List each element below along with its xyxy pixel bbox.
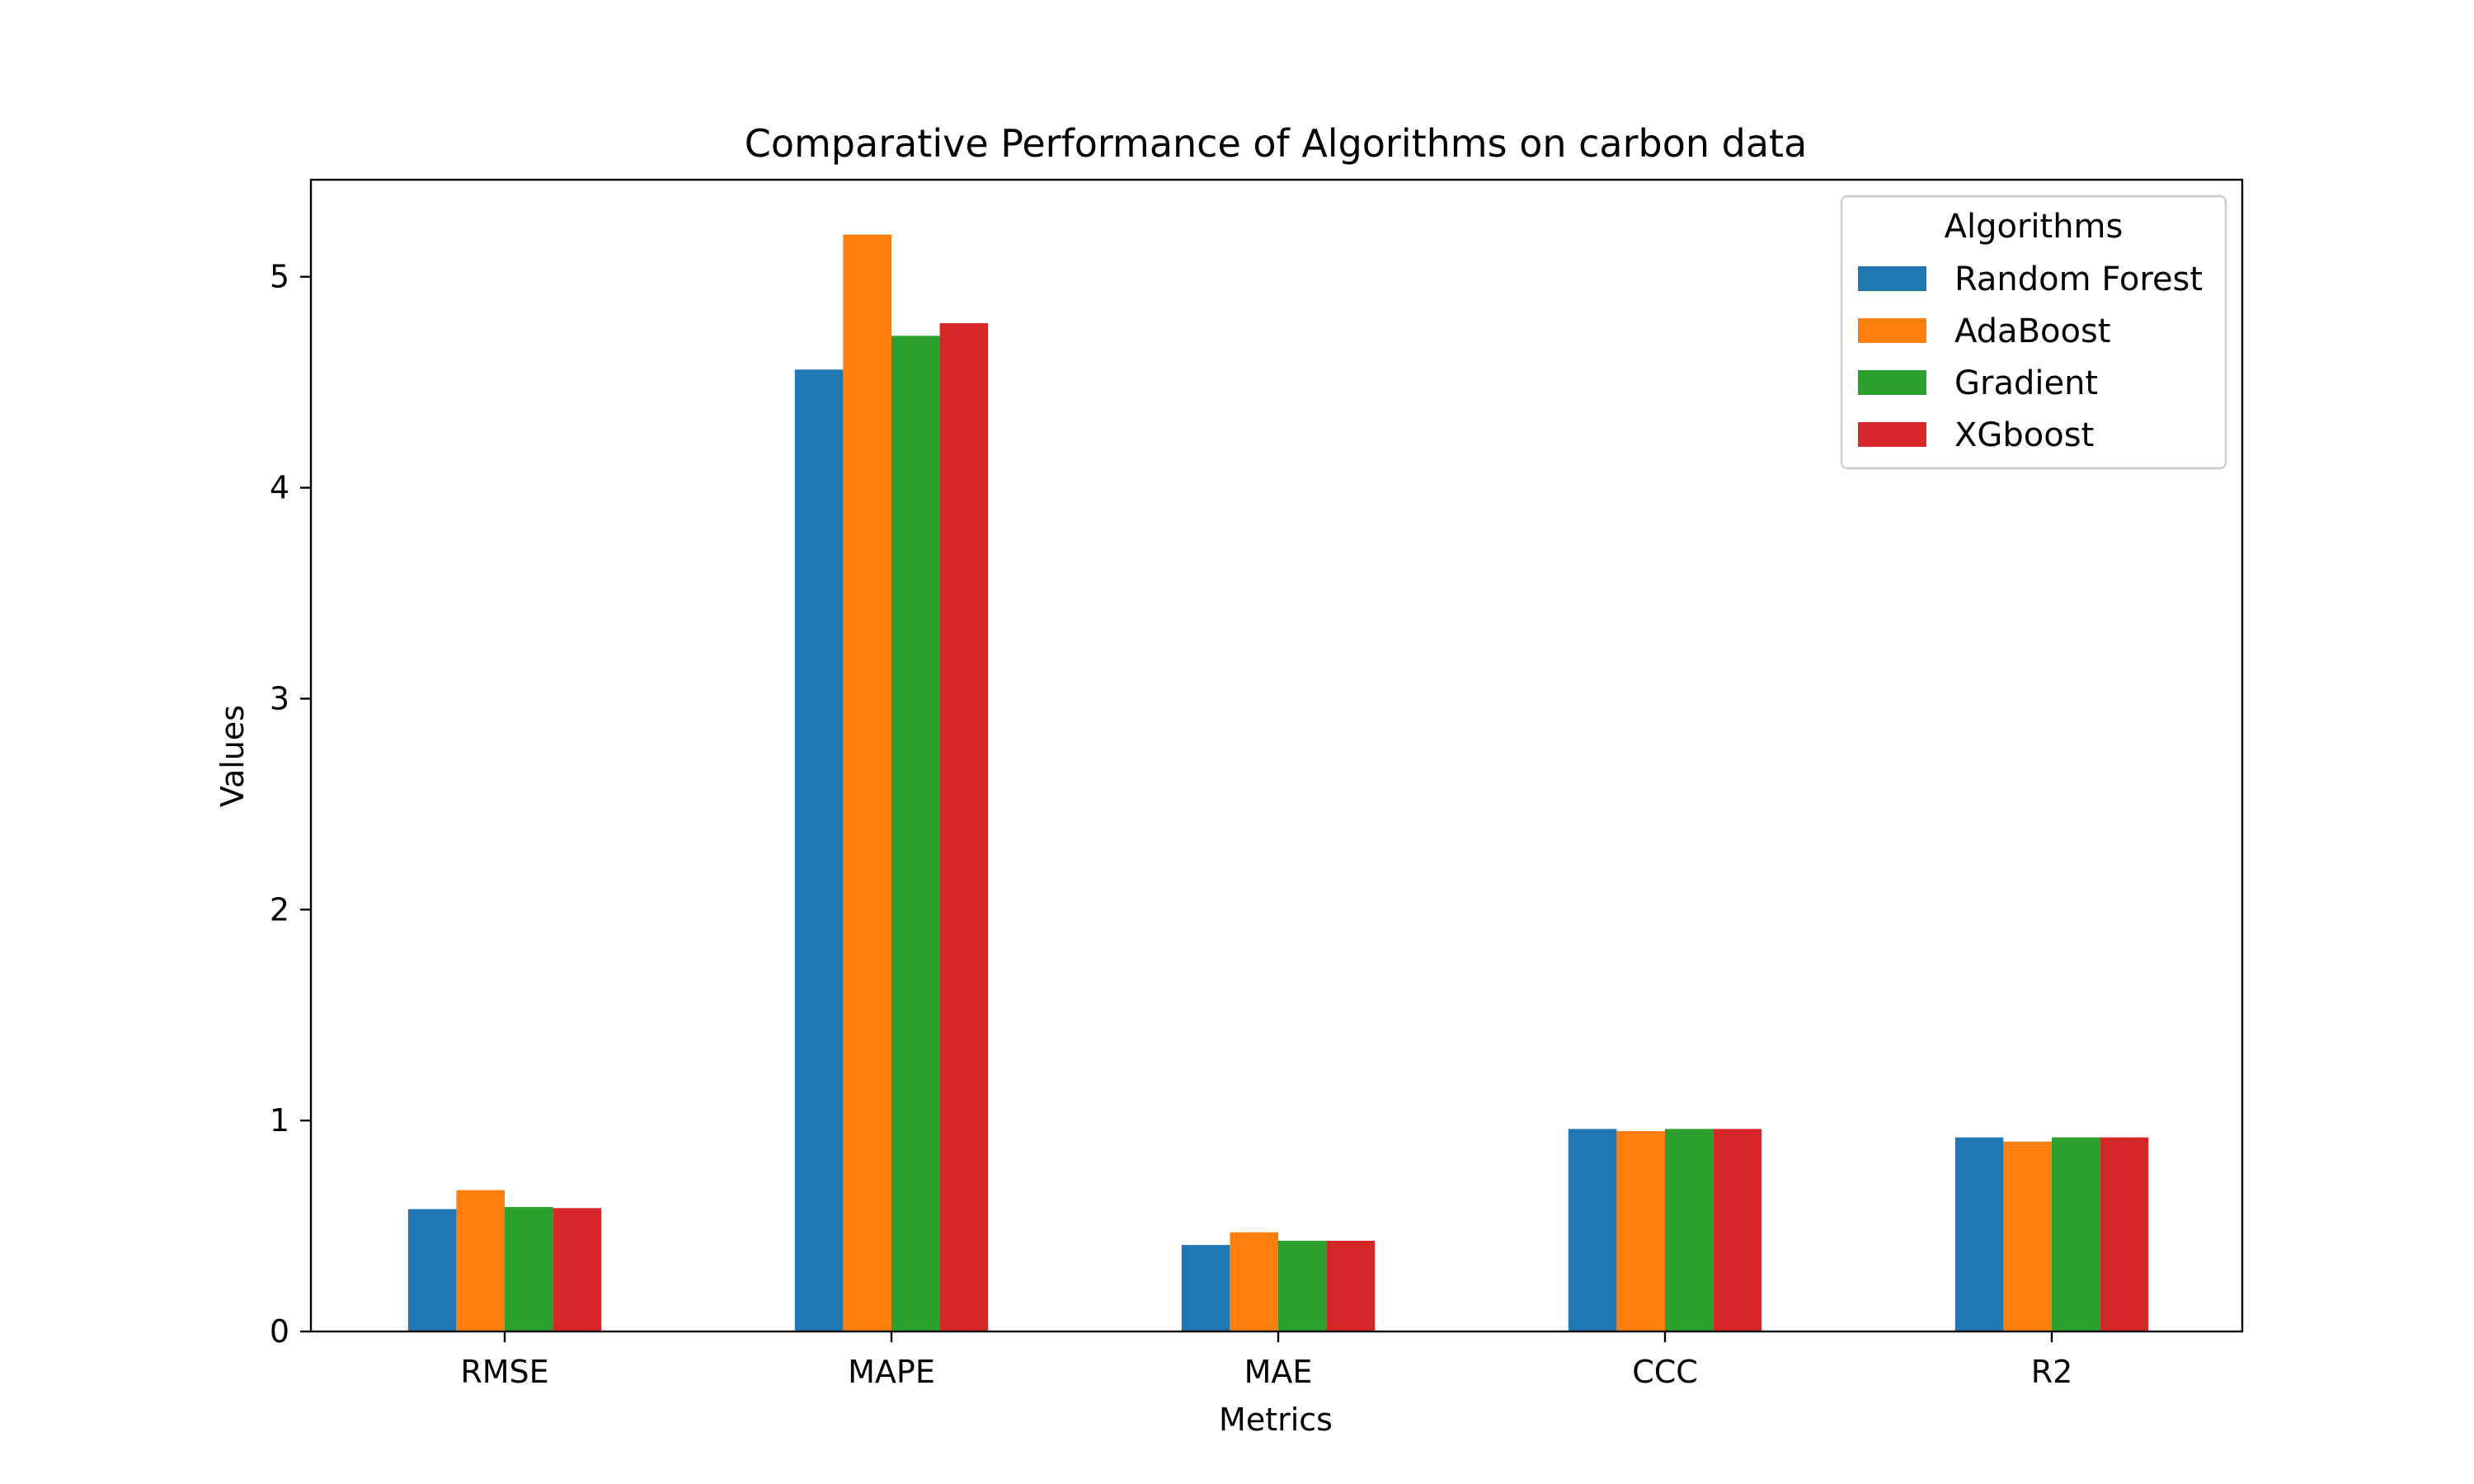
bar-xgboost-r2 xyxy=(2100,1137,2149,1331)
y-tick-label: 0 xyxy=(270,1313,289,1350)
legend-swatch-gradient xyxy=(1858,370,1926,395)
legend-swatch-xgboost xyxy=(1858,422,1926,447)
legend-swatch-adaboost xyxy=(1858,318,1926,343)
bar-random-forest-ccc xyxy=(1568,1129,1617,1331)
bar-xgboost-mape xyxy=(939,322,989,1331)
y-tick-label: 3 xyxy=(270,680,289,716)
y-axis-label: Values xyxy=(214,705,251,807)
legend-box xyxy=(1840,195,2227,470)
bar-gradient-rmse xyxy=(505,1207,553,1331)
bar-random-forest-mape xyxy=(794,369,844,1332)
bar-xgboost-rmse xyxy=(553,1208,602,1331)
x-tick-label-mae: MAE xyxy=(1244,1354,1313,1390)
bar-gradient-r2 xyxy=(2052,1137,2100,1331)
bar-xgboost-ccc xyxy=(1713,1129,1762,1331)
bar-gradient-mae xyxy=(1278,1240,1327,1331)
legend-label-xgboost: XGboost xyxy=(1954,416,2094,454)
x-tick-label-rmse: RMSE xyxy=(460,1354,548,1390)
bar-random-forest-rmse xyxy=(407,1209,457,1331)
bar-adaboost-r2 xyxy=(2003,1141,2052,1331)
x-axis-label: Metrics xyxy=(1219,1402,1333,1438)
legend-swatch-random-forest xyxy=(1858,266,1926,291)
y-tick-label: 4 xyxy=(270,470,289,506)
bar-random-forest-mae xyxy=(1181,1245,1230,1331)
y-tick-label: 5 xyxy=(270,259,289,295)
x-axis-ticks: RMSE MAPE MAE CCC R2 xyxy=(460,1331,2072,1390)
bar-xgboost-mae xyxy=(1326,1240,1376,1331)
bar-random-forest-r2 xyxy=(1954,1137,2004,1331)
y-tick-label: 2 xyxy=(270,891,289,928)
legend-label-random-forest: Random Forest xyxy=(1954,261,2203,298)
chart-title: Comparative Performance of Algorithms on… xyxy=(745,121,1808,166)
plot-frame xyxy=(309,178,2244,1333)
legend-label-adaboost: AdaBoost xyxy=(1954,312,2110,350)
y-tick-label: 1 xyxy=(270,1102,289,1139)
legend-label-gradient: Gradient xyxy=(1954,364,2098,402)
bar-adaboost-ccc xyxy=(1616,1130,1665,1331)
x-tick-label-r2: R2 xyxy=(2031,1354,2073,1390)
bar-adaboost-mape xyxy=(843,234,891,1331)
bar-gradient-mape xyxy=(891,336,940,1331)
bar-gradient-ccc xyxy=(1665,1129,1714,1331)
y-axis-ticks: 0 1 2 3 4 5 xyxy=(270,259,311,1350)
legend: Algorithms Random Forest AdaBoost Gradient… xyxy=(1840,195,2227,470)
x-tick-label-ccc: CCC xyxy=(1632,1354,1698,1390)
bar-adaboost-mae xyxy=(1230,1232,1278,1331)
x-tick-label-mape: MAPE xyxy=(848,1354,935,1390)
bars-group xyxy=(407,234,2149,1332)
legend-title: Algorithms xyxy=(1945,208,2124,246)
legend-items: Random Forest AdaBoost Gradient XGboost xyxy=(1858,261,2203,454)
bar-adaboost-rmse xyxy=(456,1190,505,1331)
